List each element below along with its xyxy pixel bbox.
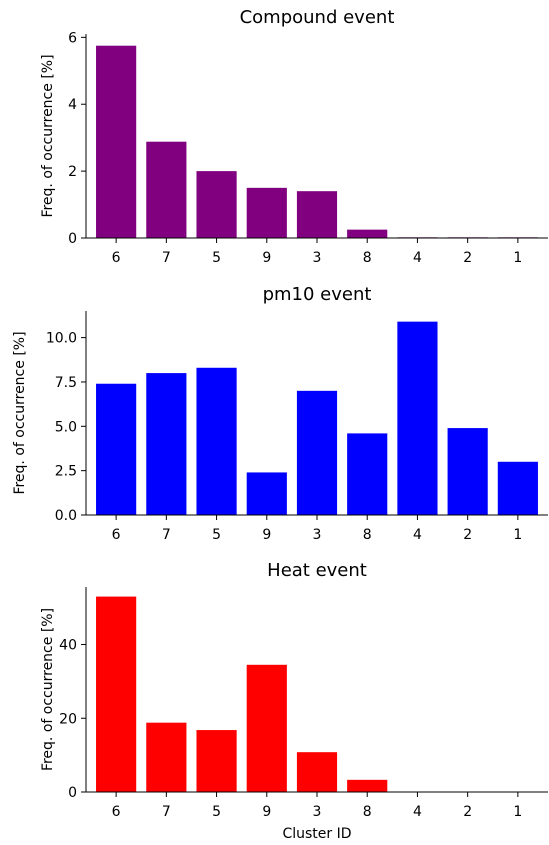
x-tick-label: 1 [513, 250, 522, 266]
bar-9 [246, 664, 287, 792]
y-tick-label: 40 [59, 638, 77, 654]
x-tick-label: 5 [212, 804, 221, 820]
x-tick-label: 5 [212, 527, 221, 543]
x-tick-label: 8 [363, 527, 372, 543]
x-tick-label: 6 [112, 804, 121, 820]
y-axis-label: Freq. of occurrence [%] [12, 331, 28, 494]
bar-1 [497, 461, 538, 515]
x-tick-label: 9 [262, 804, 271, 820]
y-tick-label: 10.0 [46, 331, 77, 347]
x-tick-label: 7 [162, 250, 171, 266]
x-tick-label: 3 [313, 804, 322, 820]
bar-5 [196, 367, 237, 515]
bar-8 [347, 433, 388, 515]
x-tick-label: 7 [162, 527, 171, 543]
bar-4 [397, 321, 438, 515]
x-tick-label: 3 [313, 527, 322, 543]
bar-6 [96, 596, 137, 792]
y-tick-label: 2.5 [55, 464, 77, 480]
y-tick-label: 4 [68, 97, 77, 113]
y-tick-label: 5.0 [55, 419, 77, 435]
bar-8 [347, 779, 388, 792]
y-axis-label: Freq. of occurrence [%] [40, 608, 56, 771]
x-tick-label: 6 [112, 527, 121, 543]
y-tick-label: 0 [68, 231, 77, 247]
bar-5 [196, 730, 237, 792]
bar-5 [196, 171, 237, 238]
y-tick-label: 0 [68, 785, 77, 801]
bar-7 [146, 722, 187, 792]
bar-7 [146, 141, 187, 238]
y-tick-label: 6 [68, 30, 77, 46]
x-tick-label: 4 [413, 527, 422, 543]
bar-3 [296, 191, 338, 238]
y-tick-label: 20 [59, 711, 77, 727]
x-tick-label: 2 [463, 804, 472, 820]
chart-title: Compound event [240, 7, 395, 28]
x-tick-label: 9 [262, 527, 271, 543]
bar-9 [246, 472, 287, 515]
chart-panel-0: Compound event 6 7 5 9 3 8 4 2 1 0 2 4 6 Freq. of occu… [40, 7, 548, 266]
x-tick-label: 1 [513, 527, 522, 543]
bar-6 [96, 45, 137, 239]
chart-title: pm10 event [263, 284, 372, 305]
y-tick-label: 0.0 [55, 508, 77, 524]
bar-2 [447, 428, 488, 515]
x-tick-label: 2 [463, 250, 472, 266]
x-axis-label: Cluster ID [282, 826, 351, 842]
x-tick-label: 5 [212, 250, 221, 266]
x-tick-label: 1 [513, 804, 522, 820]
x-tick-label: 7 [162, 804, 171, 820]
bar-3 [296, 752, 338, 792]
x-tick-label: 6 [112, 250, 121, 266]
bar-6 [96, 383, 137, 515]
x-tick-label: 8 [363, 250, 372, 266]
bar-9 [246, 187, 287, 238]
y-axis-label: Freq. of occurrence [%] [40, 54, 56, 217]
x-tick-label: 9 [262, 250, 271, 266]
chart-title: Heat event [267, 560, 367, 581]
bar-7 [146, 373, 187, 515]
x-tick-label: 8 [363, 804, 372, 820]
x-tick-label: 4 [413, 804, 422, 820]
x-tick-label: 4 [413, 250, 422, 266]
x-tick-label: 3 [313, 250, 322, 266]
y-tick-label: 7.5 [55, 375, 77, 391]
x-tick-label: 2 [463, 527, 472, 543]
bar-8 [347, 229, 388, 238]
bar-3 [296, 390, 338, 515]
y-tick-label: 2 [68, 164, 77, 180]
